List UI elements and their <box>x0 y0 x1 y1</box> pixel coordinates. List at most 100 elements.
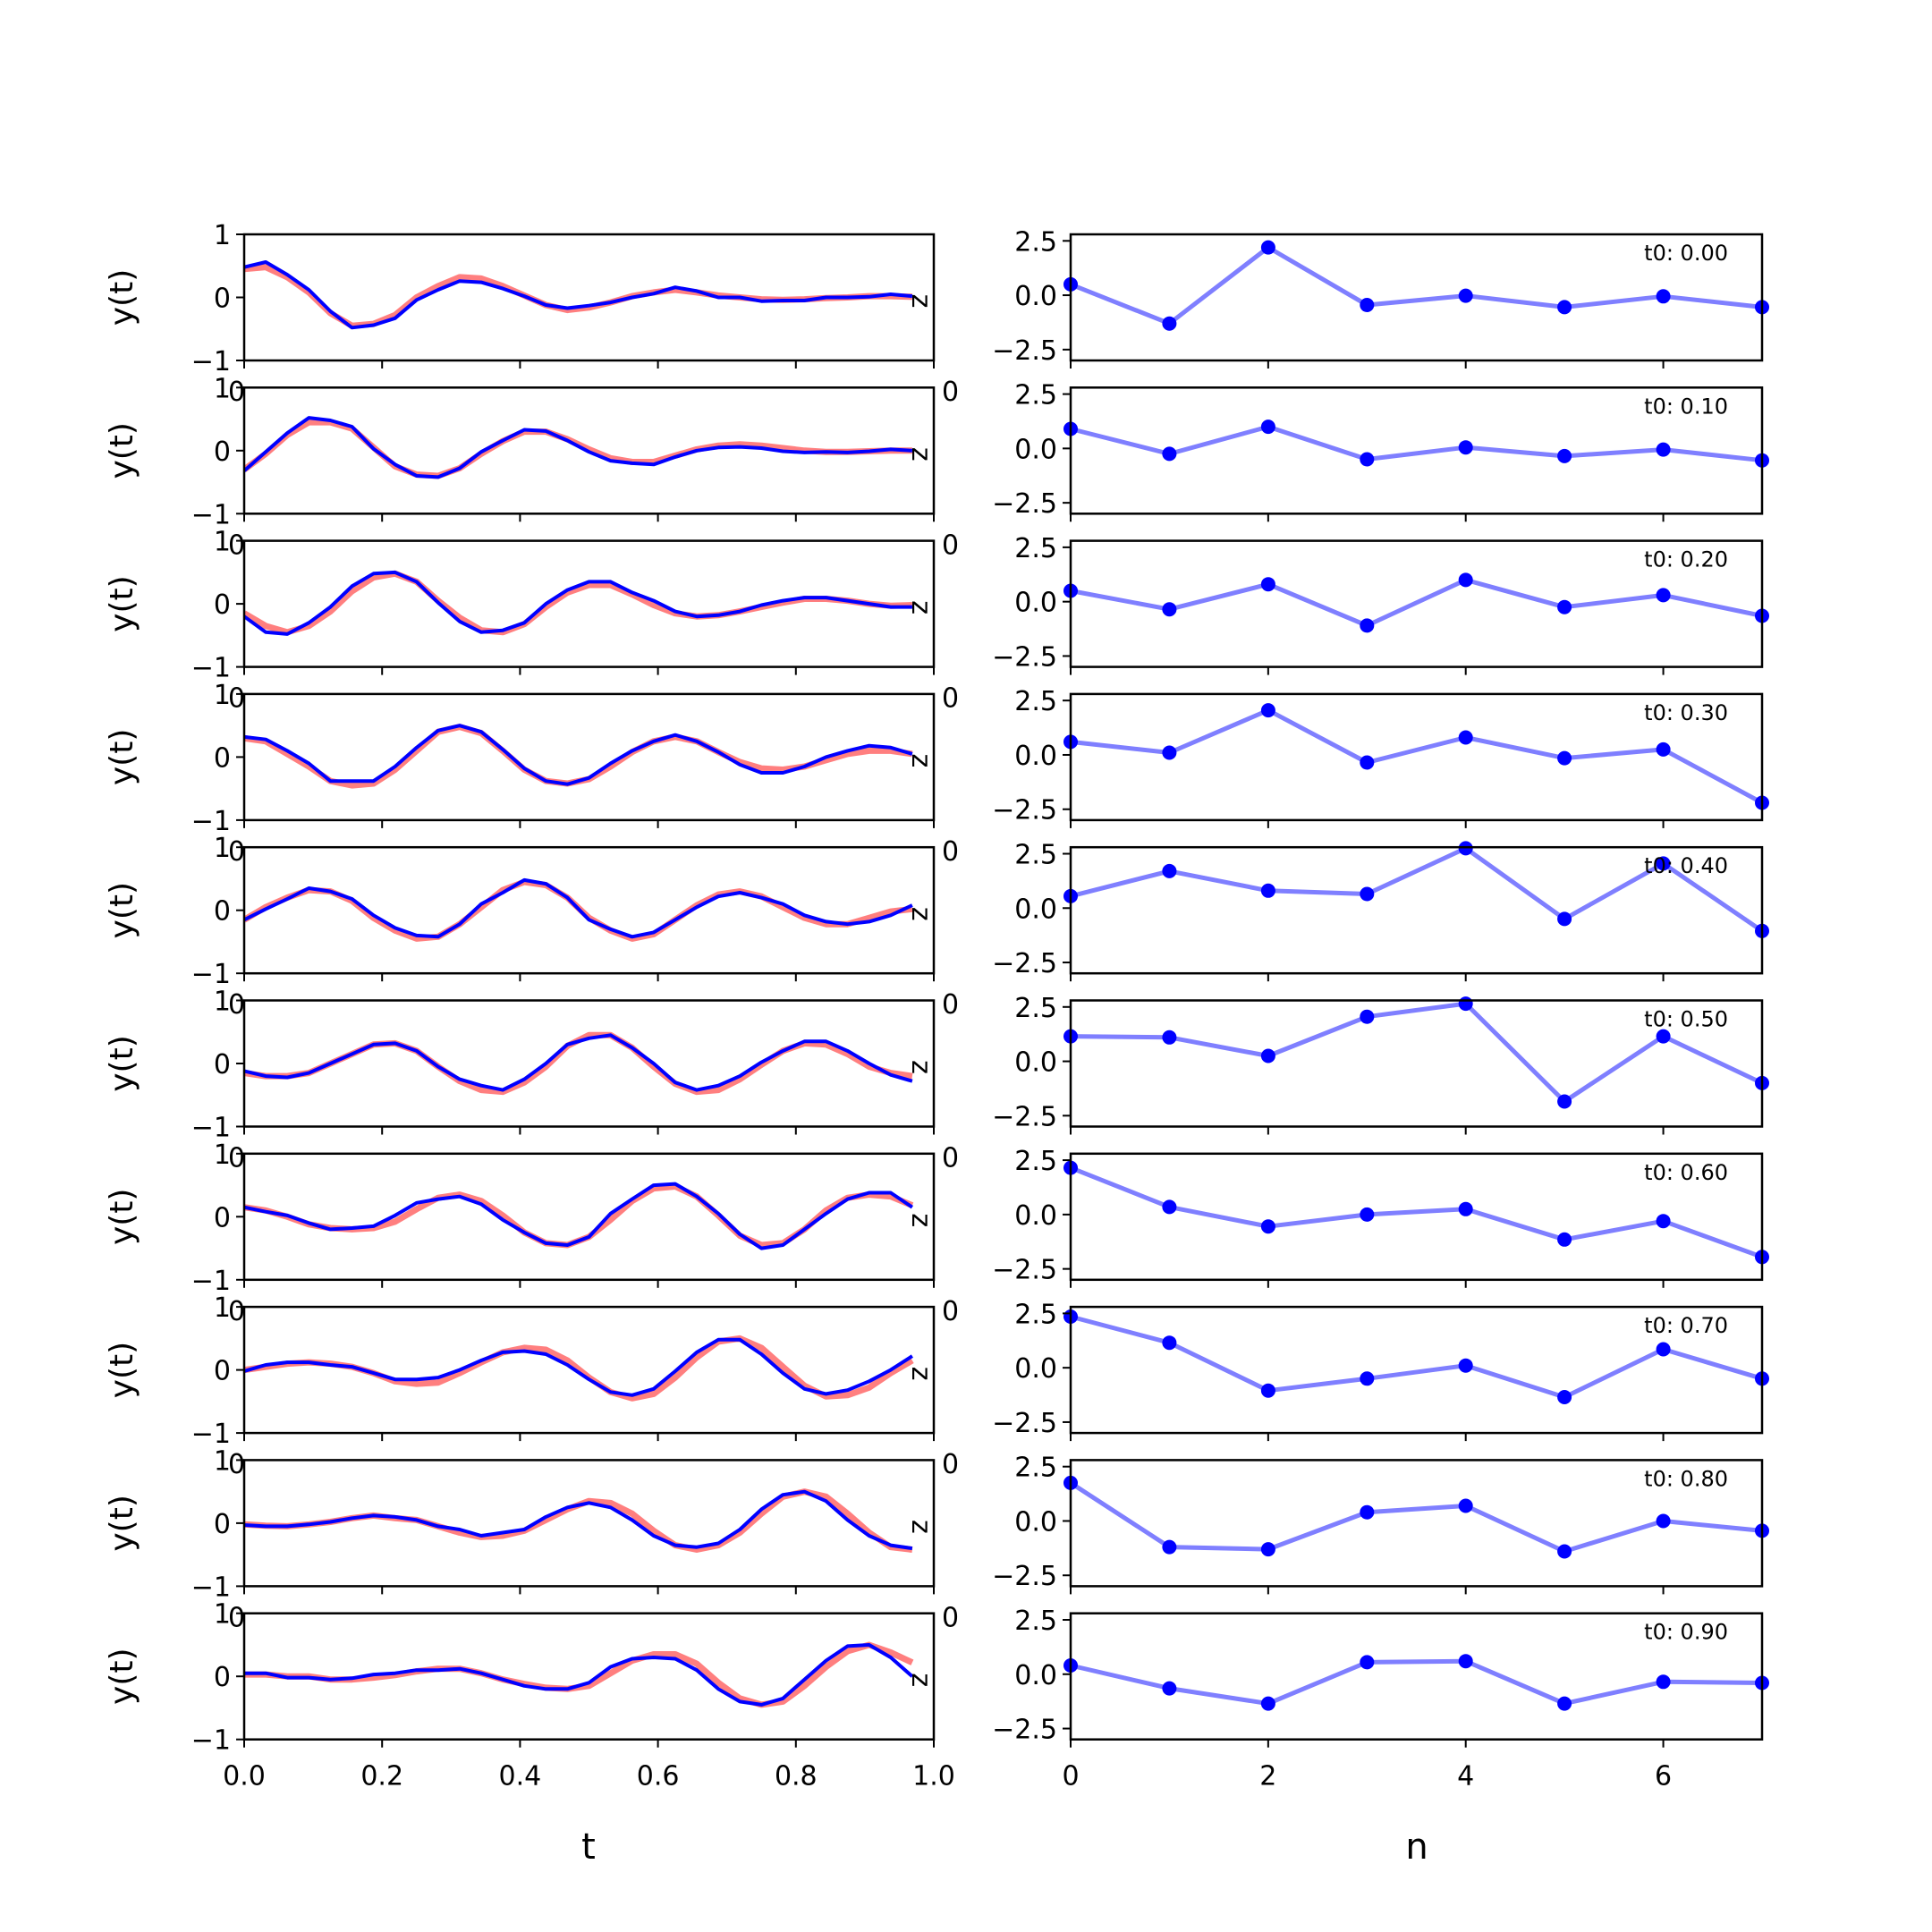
y-tick-label: 0 <box>214 1356 231 1387</box>
y-tick-label: 2.5 <box>1014 1453 1057 1484</box>
series-line-blue <box>244 570 912 636</box>
y-tick-label: −1 <box>191 1419 231 1450</box>
right-axes-frame <box>1069 1612 1764 1741</box>
coefficient-point <box>1360 1207 1375 1222</box>
right-axes: 2.5 0.0 −2.5 t0: 0.60 <box>992 1146 1769 1288</box>
x-tick-label-overlap: 0 <box>228 1602 245 1633</box>
y-tick-label: −1 <box>191 1572 231 1603</box>
x-tick-label-overlap: 0 <box>228 683 245 715</box>
coefficient-line <box>1070 1165 1763 1259</box>
coefficient-line <box>1070 845 1764 933</box>
coefficient-line <box>1069 1480 1763 1554</box>
coefficient-line <box>1070 1314 1763 1400</box>
x-tick-label-overlap: 0 <box>942 1449 959 1480</box>
y-tick-label: −2.5 <box>992 795 1057 826</box>
right-axes: 2.5 0.0 −2.5 t0: 0.80 <box>992 1453 1769 1595</box>
right-axes: 2.5 0.0 −2.5 t0: 0.00 <box>992 226 1769 369</box>
side-label: z <box>905 1520 936 1534</box>
y-tick-label: 1 <box>214 680 231 711</box>
y-axis-label: y(t) <box>104 422 140 479</box>
coefficient-point <box>1458 730 1473 745</box>
y-tick-label: 0 <box>214 1049 231 1080</box>
x-tick-label-overlap: 0 <box>942 989 959 1021</box>
y-tick-label: 0.0 <box>1014 588 1057 619</box>
right-axes: 2.5 0.0 −2.5 t0: 0.40 <box>992 839 1769 982</box>
right-axes: 2.5 0.0 −2.50 2 4 6 t0: 0.90 <box>992 1606 1769 1792</box>
coefficient-line <box>1070 245 1763 326</box>
y-axis-label: y(t) <box>104 1648 140 1705</box>
x-tick-label-overlap: 0 <box>942 377 959 408</box>
coefficient-point <box>1458 1358 1473 1373</box>
y-tick-label: 0.0 <box>1014 281 1057 312</box>
coefficient-point <box>1458 1201 1473 1216</box>
coefficient-point <box>1162 602 1177 617</box>
series-line-blue <box>244 724 913 786</box>
y-axis-label: y(t) <box>104 729 140 786</box>
coefficient-point <box>1260 1383 1275 1398</box>
y-tick-label: 1 <box>214 527 231 558</box>
y-tick-label: −1 <box>191 806 231 837</box>
right-axes-frame <box>1069 1152 1764 1282</box>
series-line-blue <box>244 1489 913 1551</box>
y-axis-label: y(t) <box>104 882 140 939</box>
y-tick-label: −2.5 <box>992 641 1057 673</box>
t0-label: t0: 0.20 <box>1644 547 1728 572</box>
y-tick-label: −1 <box>191 1725 231 1757</box>
y-tick-label: −2.5 <box>992 1255 1057 1286</box>
x-tick-label-overlap: 0 <box>942 1296 959 1327</box>
coefficient-point <box>1656 588 1671 603</box>
coefficient-point <box>1557 750 1572 766</box>
coefficient-point <box>1260 1696 1275 1711</box>
y-tick-label: 2.5 <box>1014 993 1057 1024</box>
series-line-blue <box>244 1337 913 1397</box>
coefficient-point <box>1360 618 1375 633</box>
coefficient-point <box>1360 1371 1375 1386</box>
coefficient-point <box>1656 1513 1671 1529</box>
x-tick-label-overlap: 0 <box>942 530 959 561</box>
x-tick-label-overlap: 0 <box>228 836 245 868</box>
y-tick-label: 2.5 <box>1014 226 1057 258</box>
y-tick-label: 2.5 <box>1014 1299 1057 1330</box>
right-axes-frame <box>1069 386 1764 515</box>
side-label: z <box>905 600 936 614</box>
right-axes: 2.5 0.0 −2.5 t0: 0.50 <box>992 993 1769 1135</box>
coefficient-point <box>1260 703 1275 718</box>
y-tick-label: 1 <box>214 220 231 251</box>
coefficient-point <box>1458 288 1473 303</box>
side-label: z <box>905 1367 936 1381</box>
right-axes-frame <box>1069 539 1764 668</box>
y-tick-label: −2.5 <box>992 1715 1057 1746</box>
coefficient-point <box>1360 1504 1375 1520</box>
side-label: z <box>905 294 936 309</box>
y-tick-label: −1 <box>191 1266 231 1297</box>
y-tick-label: 0 <box>214 742 231 774</box>
coefficient-point <box>1260 419 1275 435</box>
y-tick-label: 0 <box>214 1509 231 1540</box>
x-tick-label: 4 <box>1457 1761 1474 1792</box>
coefficient-point <box>1162 446 1177 462</box>
y-axis-label: y(t) <box>104 575 140 632</box>
coefficient-point <box>1557 1544 1572 1559</box>
coefficient-point <box>1458 1654 1473 1669</box>
y-tick-label: 0.0 <box>1014 894 1057 925</box>
y-tick-label: 0.0 <box>1014 1660 1057 1691</box>
right-axes-frame <box>1069 1305 1764 1435</box>
right-axes: 2.5 0.0 −2.5 t0: 0.10 <box>992 380 1769 522</box>
left-x-axis-label: t <box>581 1826 596 1868</box>
y-tick-label: −2.5 <box>992 1561 1057 1592</box>
t0-label: t0: 0.40 <box>1644 853 1728 878</box>
right-axes: 2.5 0.0 −2.5 t0: 0.20 <box>992 533 1769 675</box>
x-tick-label: 0.0 <box>223 1761 266 1792</box>
right-axes-frame <box>1069 1459 1764 1588</box>
y-tick-label: 1 <box>214 1140 231 1171</box>
coefficient-point <box>1458 996 1473 1012</box>
side-label: z <box>905 1213 936 1227</box>
series-line-blue <box>244 1643 914 1707</box>
